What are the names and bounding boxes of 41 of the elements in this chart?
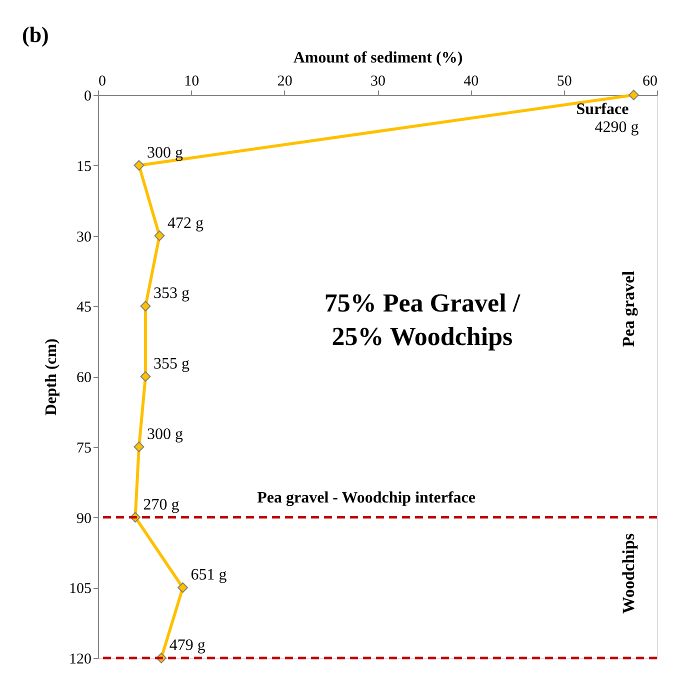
point [628, 90, 639, 100]
point [154, 230, 165, 241]
point [178, 582, 188, 593]
y-tick-label: 30 [76, 229, 92, 246]
x-tick-label: 60 [642, 74, 658, 90]
annotation: 25% Woodchips [332, 322, 513, 352]
annotation: 300 g [146, 426, 183, 443]
annotation: 4290 g [594, 119, 639, 136]
point [134, 160, 144, 171]
annotation: 270 g [143, 496, 180, 514]
x-tick-label: 10 [184, 74, 200, 90]
ref-line-label: Pea gravel - Woodchip interface [257, 489, 476, 506]
y-tick-label: 15 [76, 158, 92, 175]
annotation: 479 g [169, 637, 206, 654]
y-tick-label: 90 [76, 510, 92, 527]
y-tick-label: 60 [76, 370, 92, 386]
point [134, 442, 144, 452]
y-tick-label: 105 [69, 581, 92, 598]
x-axis-title: Amount of sediment (%) [293, 50, 463, 66]
y-tick-label: 120 [69, 652, 92, 668]
y-tick-label: 75 [76, 440, 92, 456]
y-tick-label: 45 [76, 300, 92, 316]
text: (b) [22, 22, 49, 47]
y-axis-title: Depth (cm) [43, 338, 60, 416]
y-tick-label: 0 [84, 88, 92, 104]
annotation: Pea gravel [619, 270, 638, 347]
annotation: 651 g [190, 566, 227, 584]
x-tick-label: 50 [556, 74, 572, 90]
annotation: 75% Pea Gravel / [324, 288, 521, 318]
annotation: Woodchips [619, 533, 638, 614]
x-tick-label: 30 [370, 74, 386, 90]
point [140, 371, 151, 382]
annotation: 472 g [167, 214, 204, 232]
annotation: Surface [576, 101, 629, 118]
annotation: 353 g [154, 285, 190, 302]
point [140, 300, 151, 312]
annotation: 355 g [154, 356, 190, 372]
annotation: 300 g [146, 144, 183, 162]
x-tick-label: 0 [98, 74, 106, 90]
x-tick-label: 40 [464, 74, 479, 90]
x-tick-label: 20 [277, 74, 292, 90]
